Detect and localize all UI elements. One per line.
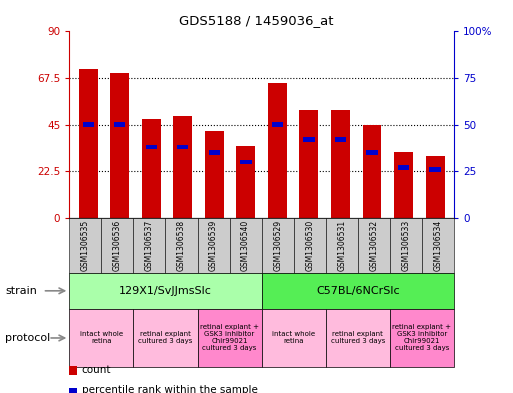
Bar	[146, 145, 157, 149]
Bar	[268, 83, 287, 218]
Text: intact whole
retina: intact whole retina	[80, 331, 123, 345]
Text: intact whole
retina: intact whole retina	[272, 331, 315, 345]
Text: GSM1306531: GSM1306531	[337, 220, 346, 271]
Text: retinal explant +
GSK3 inhibitor
Chir99021
cultured 3 days: retinal explant + GSK3 inhibitor Chir990…	[392, 325, 451, 351]
Bar	[363, 125, 382, 218]
Bar	[398, 165, 409, 170]
Text: GSM1306533: GSM1306533	[401, 220, 410, 271]
Text: GSM1306532: GSM1306532	[369, 220, 379, 271]
Text: count: count	[82, 365, 111, 375]
Text: protocol: protocol	[5, 333, 50, 343]
Text: C57BL/6NCrSlc: C57BL/6NCrSlc	[316, 286, 400, 296]
Text: GSM1306538: GSM1306538	[177, 220, 186, 271]
Bar	[205, 131, 224, 218]
Text: retinal explant +
GSK3 inhibitor
Chir99021
cultured 3 days: retinal explant + GSK3 inhibitor Chir990…	[200, 325, 259, 351]
Text: GSM1306530: GSM1306530	[305, 220, 314, 271]
Bar	[240, 160, 251, 164]
Bar	[83, 123, 94, 127]
Text: GSM1306539: GSM1306539	[209, 220, 218, 271]
Bar	[429, 167, 441, 172]
Text: GSM1306535: GSM1306535	[81, 220, 90, 271]
Bar	[209, 151, 220, 155]
Bar	[110, 73, 129, 218]
Text: GSM1306534: GSM1306534	[433, 220, 443, 271]
Bar	[426, 156, 445, 218]
Text: GDS5188 / 1459036_at: GDS5188 / 1459036_at	[179, 14, 334, 27]
Text: GSM1306537: GSM1306537	[145, 220, 154, 271]
Text: retinal explant
cultured 3 days: retinal explant cultured 3 days	[331, 331, 385, 345]
Text: percentile rank within the sample: percentile rank within the sample	[82, 385, 258, 393]
Text: GSM1306536: GSM1306536	[113, 220, 122, 271]
Bar	[114, 123, 125, 127]
Text: retinal explant
cultured 3 days: retinal explant cultured 3 days	[139, 331, 192, 345]
Bar	[300, 110, 319, 218]
Text: GSM1306529: GSM1306529	[273, 220, 282, 271]
Bar	[366, 151, 378, 155]
Bar	[236, 145, 255, 218]
Bar	[177, 145, 188, 149]
Bar	[272, 123, 283, 127]
Text: 129X1/SvJJmsSlc: 129X1/SvJJmsSlc	[119, 286, 212, 296]
Text: strain: strain	[5, 286, 37, 296]
Bar	[335, 138, 346, 142]
Bar	[331, 110, 350, 218]
Bar	[303, 138, 314, 142]
Text: GSM1306540: GSM1306540	[241, 220, 250, 271]
Bar	[78, 69, 97, 218]
Bar	[173, 116, 192, 218]
Bar	[142, 119, 161, 218]
Bar	[394, 152, 413, 218]
